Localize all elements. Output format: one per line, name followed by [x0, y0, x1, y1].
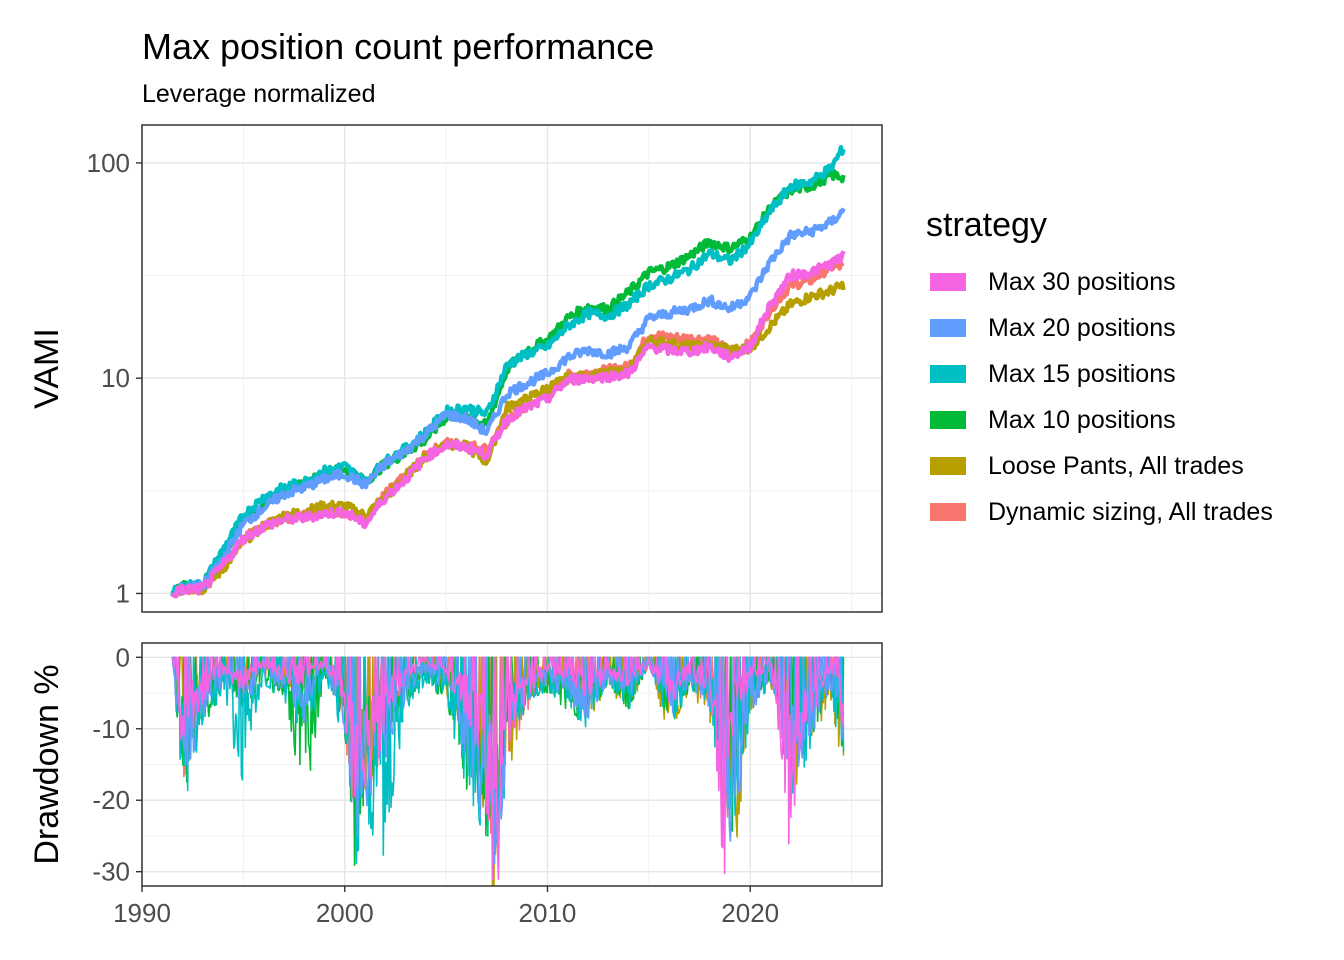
- vami-series-line: [170, 207, 846, 597]
- legend-title: strategy: [926, 206, 1047, 244]
- chart-subtitle: Leverage normalized: [142, 80, 376, 108]
- vami-series-line: [170, 250, 846, 599]
- legend-item: Max 15 positions: [930, 359, 1176, 389]
- drawdown-y-tick-label: -10: [92, 714, 130, 744]
- x-tick-label: 2020: [721, 898, 779, 928]
- vami-y-axis-label: VAMI: [28, 328, 66, 409]
- vami-y-tick-label: 1: [116, 578, 130, 608]
- vami-series-line: [170, 144, 846, 597]
- legend-item: Max 20 positions: [930, 313, 1176, 343]
- legend-item: Loose Pants, All trades: [930, 451, 1244, 481]
- vami-series-line: [171, 280, 846, 599]
- legend-swatch: [930, 411, 966, 429]
- chart-title: Max position count performance: [142, 26, 655, 67]
- legend-label: Max 10 positions: [988, 405, 1176, 434]
- vami-series-line: [170, 169, 846, 596]
- drawdown-panel: 0 -10 -20 -30 1990 2000 2010 2020 Drawdown %: [28, 642, 883, 928]
- drawdown-y-axis-label: Drawdown %: [28, 664, 66, 864]
- legend-label: Dynamic sizing, All trades: [988, 497, 1273, 526]
- legend-item: Dynamic sizing, All trades: [930, 497, 1273, 527]
- legend-label: Max 15 positions: [988, 359, 1176, 388]
- legend-swatch: [930, 365, 966, 383]
- legend-swatch: [930, 503, 966, 521]
- drawdown-y-tick-label: -20: [92, 785, 130, 815]
- vami-panel: 1 10 100 VAMI: [28, 124, 883, 613]
- legend-swatch: [930, 273, 966, 291]
- legend-label: Max 30 positions: [988, 267, 1176, 296]
- x-tick-label: 1990: [113, 898, 171, 928]
- legend-label: Max 20 positions: [988, 313, 1176, 342]
- vami-y-tick-label: 100: [87, 148, 130, 178]
- x-tick-label: 2010: [519, 898, 577, 928]
- drawdown-series-line: [171, 656, 845, 881]
- legend-swatch: [930, 457, 966, 475]
- vami-y-tick-label: 10: [101, 363, 130, 393]
- drawdown-y-tick-label: 0: [116, 642, 130, 672]
- drawdown-panel-border: [141, 642, 883, 887]
- legend-label: Loose Pants, All trades: [988, 451, 1244, 480]
- x-tick-label: 2000: [316, 898, 374, 928]
- legend-item: Max 10 positions: [930, 405, 1176, 435]
- legend-item: Max 30 positions: [930, 267, 1176, 297]
- vami-panel-border: [141, 124, 883, 613]
- legend-swatch: [930, 319, 966, 337]
- drawdown-y-tick-label: -30: [92, 857, 130, 887]
